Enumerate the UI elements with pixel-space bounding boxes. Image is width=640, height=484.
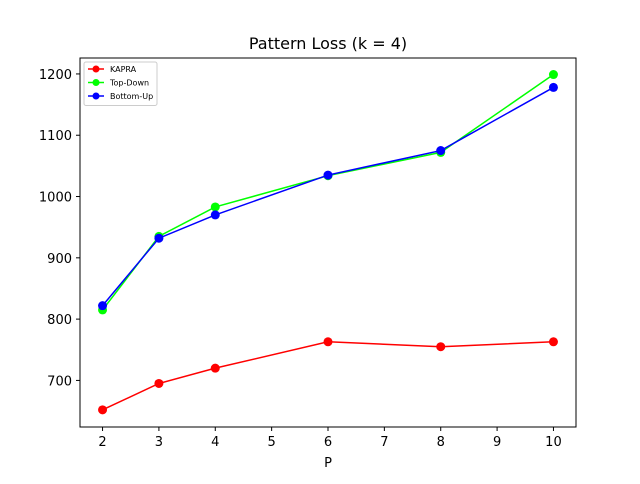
legend-marker-top-down <box>92 79 100 86</box>
data-point-kapra <box>210 363 220 373</box>
y-tick-label: 800 <box>47 313 72 328</box>
x-tick-label: 5 <box>267 435 275 450</box>
x-tick-label: 4 <box>211 435 219 450</box>
x-axis-label: P <box>324 456 332 471</box>
x-tick-label: 6 <box>324 435 332 450</box>
series-bottom-up <box>98 82 558 311</box>
x-tick-label: 3 <box>155 435 163 450</box>
y-tick-label: 1100 <box>39 129 72 144</box>
axes: 2 3 4 5 6 7 8 9 10 700 800 900 1000 1100 1200 <box>39 68 562 450</box>
legend-label-kapra: KAPRA <box>110 65 137 74</box>
legend-label-top-down: Top-Down <box>109 79 149 88</box>
data-point-kapra <box>548 337 558 347</box>
series-kapra <box>98 337 558 415</box>
data-point-bottom-up <box>436 146 446 156</box>
legend: KAPRA Top-Down Bottom-Up <box>83 61 158 106</box>
data-point-bottom-up <box>98 301 108 311</box>
x-tick-label: 2 <box>98 435 106 450</box>
y-tick-label: 1200 <box>39 68 72 83</box>
x-tick-label: 10 <box>545 435 562 450</box>
y-tick-label: 700 <box>47 374 72 389</box>
series-line-bottom-up <box>101 86 554 307</box>
y-tick-label: 900 <box>47 252 72 267</box>
data-point-top-down <box>210 202 220 212</box>
data-point-top-down <box>548 70 558 80</box>
data-point-bottom-up <box>210 210 220 220</box>
plot-frame <box>79 57 577 428</box>
data-point-bottom-up <box>154 233 164 243</box>
data-point-kapra <box>436 342 446 352</box>
data-point-kapra <box>323 337 333 347</box>
series-layer <box>98 70 558 415</box>
data-point-bottom-up <box>548 82 558 92</box>
data-point-kapra <box>98 405 108 415</box>
x-tick-label: 7 <box>380 435 388 450</box>
chart-title: Pattern Loss (k = 4) <box>249 34 407 53</box>
series-line-kapra <box>102 341 554 411</box>
data-point-kapra <box>154 378 164 388</box>
x-tick-label: 8 <box>437 435 445 450</box>
legend-label-bottom-up: Bottom-Up <box>110 92 153 101</box>
x-tick-label: 9 <box>493 435 501 450</box>
legend-marker-kapra <box>92 65 100 73</box>
legend-marker-bottom-up <box>92 92 100 100</box>
y-tick-label: 1000 <box>39 191 72 206</box>
data-point-bottom-up <box>323 170 333 180</box>
legend-box <box>83 61 158 106</box>
